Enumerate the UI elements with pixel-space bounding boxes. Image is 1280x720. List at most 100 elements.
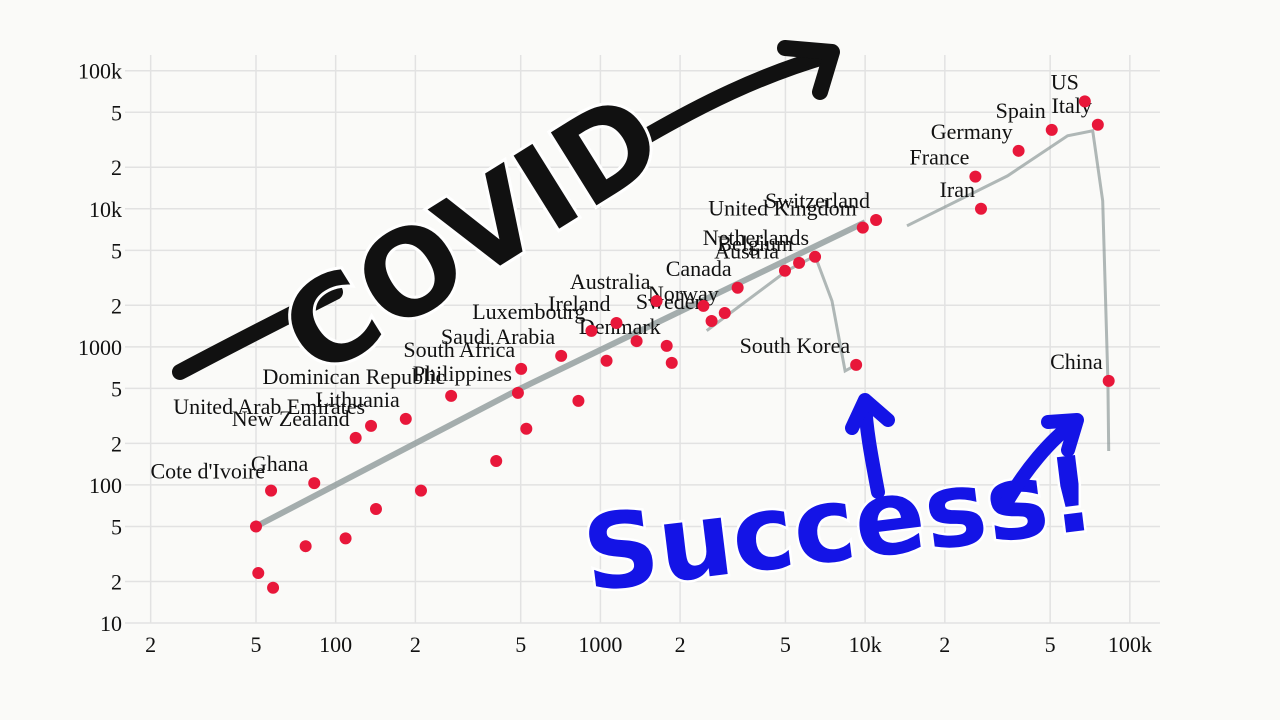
- y-tick-label: 5: [111, 376, 122, 401]
- point: [308, 477, 321, 490]
- point: [650, 294, 663, 307]
- y-tick-label: 10k: [89, 197, 122, 222]
- x-tick-label: 2: [939, 632, 950, 657]
- point: [515, 362, 528, 375]
- country-label: Philippines: [413, 361, 512, 386]
- point: [1078, 95, 1091, 108]
- point: [249, 520, 262, 533]
- country-label: Ireland: [548, 291, 610, 316]
- point: [870, 213, 883, 226]
- point: [520, 422, 533, 435]
- y-tick-label: 5: [111, 514, 122, 539]
- country-label: South Korea: [740, 333, 851, 358]
- blue-arrow: [998, 415, 1082, 512]
- country-label: Cote d'Ivoire: [151, 459, 266, 484]
- arrow-head: [777, 40, 840, 100]
- country-label: Spain: [996, 98, 1046, 123]
- grid: [125, 55, 1160, 624]
- stroke: [172, 284, 343, 380]
- trajectory: [705, 253, 857, 374]
- country-label: France: [910, 145, 970, 170]
- point: [1012, 144, 1025, 157]
- country-label: Luxembourg: [472, 299, 585, 324]
- y-tick-label: 10: [100, 611, 122, 636]
- country-label: Austria: [714, 239, 779, 264]
- point: [339, 532, 352, 545]
- point: [1091, 118, 1104, 131]
- x-tick-label: 5: [250, 632, 261, 657]
- y-tick-label: 2: [111, 569, 122, 594]
- country-label: Iran: [940, 177, 975, 202]
- country-label: Dominican Republic: [262, 364, 445, 389]
- y-tick-label: 2: [111, 155, 122, 180]
- points: USItalySpainGermanyFranceIranSwitzerland…: [151, 69, 1115, 594]
- country-label: Switzerland: [765, 188, 870, 213]
- point: [610, 316, 623, 329]
- blue-arrow-head: [845, 393, 895, 435]
- point: [399, 412, 412, 425]
- y-tick-label: 5: [111, 100, 122, 125]
- blue-arrow-head: [1041, 413, 1084, 457]
- country-label: China: [1050, 349, 1103, 374]
- country-label: Australia: [570, 269, 651, 294]
- country-label: US: [1051, 69, 1079, 94]
- arrow-shaft: [632, 47, 838, 148]
- country-label: United Arab Emirates: [173, 394, 365, 419]
- point: [778, 264, 791, 277]
- point: [630, 335, 643, 348]
- point: [265, 484, 278, 497]
- point: [585, 324, 598, 337]
- x-tick-label: 2: [675, 632, 686, 657]
- x-tick-label: 1000: [578, 632, 622, 657]
- point: [660, 339, 673, 352]
- point: [731, 281, 744, 294]
- x-tick-label: 10k: [849, 632, 882, 657]
- country-label: Belgium: [717, 231, 793, 256]
- y-tick-label: 100: [89, 473, 122, 498]
- point: [511, 386, 524, 399]
- point: [349, 431, 362, 444]
- point: [1102, 374, 1115, 387]
- point: [600, 354, 613, 367]
- point: [445, 389, 458, 402]
- axes: 2 5 100 2 5 1000 2 5 10k 2 5 100k 10 2 5 100 2 5 1000 2 5 10k…: [78, 59, 1152, 657]
- point: [414, 484, 427, 497]
- country-label: Lithuania: [315, 387, 400, 412]
- country-label: Germany: [931, 119, 1013, 144]
- point: [365, 419, 378, 432]
- x-tick-label: 100k: [1108, 632, 1152, 657]
- country-label: Sweden: [636, 289, 706, 314]
- point: [974, 202, 987, 215]
- point: [252, 567, 265, 580]
- y-tick-label: 1000: [78, 335, 122, 360]
- point: [1045, 123, 1058, 136]
- x-tick-label: 2: [410, 632, 421, 657]
- y-tick-label: 100k: [78, 59, 122, 84]
- point: [572, 394, 585, 407]
- country-label: Ghana: [251, 451, 309, 476]
- country-label: Canada: [666, 256, 732, 281]
- point: [555, 349, 568, 362]
- point: [490, 455, 503, 468]
- point: [969, 170, 982, 183]
- point: [369, 502, 382, 515]
- x-tick-label: 5: [515, 632, 526, 657]
- point: [299, 540, 312, 553]
- point: [793, 256, 806, 269]
- country-label: New Zealand: [232, 406, 350, 431]
- x-tick-label: 2: [145, 632, 156, 657]
- y-tick-label: 5: [111, 238, 122, 263]
- country-label: United Kingdom: [708, 196, 857, 221]
- x-tick-label: 5: [1045, 632, 1056, 657]
- point: [665, 356, 678, 369]
- country-label: Netherlands: [703, 225, 809, 250]
- y-tick-label: 2: [111, 431, 122, 456]
- point: [718, 306, 731, 319]
- point: [705, 314, 718, 327]
- point: [809, 250, 822, 263]
- country-label: South Africa: [403, 337, 515, 362]
- point: [856, 221, 869, 234]
- x-tick-label: 100: [319, 632, 352, 657]
- point: [267, 581, 280, 594]
